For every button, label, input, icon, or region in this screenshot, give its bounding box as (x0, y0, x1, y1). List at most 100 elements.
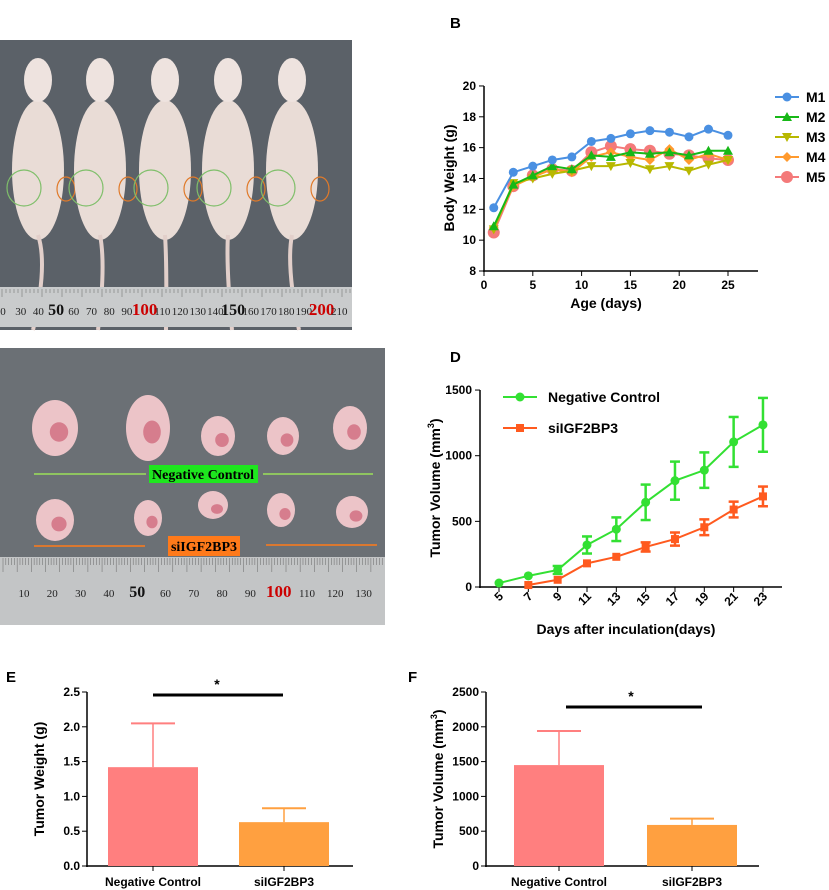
y-axis-label-text: Tumor Volume (mm (430, 719, 446, 848)
y-tick-label: 8 (469, 264, 476, 278)
si-label-box (168, 536, 240, 556)
legend-item-m5: M5 (775, 169, 826, 185)
y-tick-label: 2.0 (63, 720, 80, 734)
ruler-number: 150 (221, 302, 245, 319)
data-point (670, 535, 679, 544)
negative-control-label-box (149, 465, 258, 483)
data-point (553, 575, 562, 584)
panel-label-b: B (450, 15, 461, 32)
mouse-body (266, 100, 318, 240)
ruler-number: 70 (188, 588, 200, 600)
tumor-volume-bar-chart: 0 500 1000 1500 2000 2500 Negative Control siIG… (429, 685, 759, 889)
ruler-number: 100 (132, 300, 158, 319)
ruler-number: 110 (154, 306, 171, 318)
y-tick-label: 0 (465, 580, 472, 594)
tumor-hemorrhage (143, 420, 161, 444)
body-weight-chart: 8 10 12 14 16 18 20 0 5 10 15 20 25 Age (days) Body We… (441, 79, 826, 311)
tumor-circle-left (133, 169, 169, 207)
tumor-hemorrhage (280, 433, 294, 447)
y-tick-label: 0 (472, 859, 479, 873)
data-point (703, 160, 714, 170)
data-point (606, 133, 616, 143)
mouse-body (12, 100, 64, 240)
series-m1 (489, 124, 733, 213)
ruler-number: 90 (245, 588, 257, 600)
data-point (586, 136, 596, 146)
legend-item: Negative Control (503, 389, 660, 405)
data-point (605, 162, 616, 172)
ruler-number: 60 (68, 306, 80, 318)
ruler-number: 30 (15, 306, 27, 318)
data-point (527, 170, 538, 180)
tumor-photo: Negative Control siIGF2BP3 10 20 30 40 50 60 7… (0, 348, 385, 625)
ruler-number: 90 (121, 306, 133, 318)
data-point (605, 151, 616, 161)
legend-marker (782, 133, 792, 142)
ruler-number: 40 (103, 588, 115, 600)
bar-siigf2bp3 (647, 824, 737, 866)
x-axis-label: Days after inculation(days) (537, 621, 716, 637)
data-point (703, 145, 714, 155)
ruler-number: 50 (129, 584, 145, 601)
tumor-hemorrhage (211, 504, 223, 514)
data-point (625, 129, 635, 139)
y-axis-label-end: ) (427, 418, 443, 423)
mouse-body (139, 100, 191, 240)
y-axis-label-superscript: 3 (426, 423, 436, 428)
legend-label: M4 (806, 149, 826, 165)
ruler-number: 140 (207, 306, 224, 318)
data-point (700, 523, 709, 532)
x-tick-label: 15 (633, 589, 653, 609)
series-siigf2bp3 (524, 485, 768, 590)
legend-label: Negative Control (548, 389, 660, 405)
data-point (586, 162, 597, 172)
ruler-number: 30 (75, 588, 87, 600)
y-axis-label: Body Weight (g) (441, 124, 457, 231)
y-tick-label: 500 (459, 824, 479, 838)
tumor-circle-left (196, 169, 232, 207)
legend-label: M1 (806, 89, 826, 105)
data-point (699, 465, 709, 475)
legend-item-m3: M3 (775, 129, 826, 145)
y-tick-label: 500 (452, 514, 472, 528)
data-point (641, 542, 650, 551)
ruler-number: 50 (48, 302, 64, 319)
ruler-number: 170 (260, 306, 277, 318)
x-tick-label: 11 (575, 589, 594, 608)
tumor-circle-right (246, 176, 266, 202)
ruler-number: 80 (217, 588, 229, 600)
y-tick-label: 0.0 (63, 859, 80, 873)
y-axis-label: Tumor Weight (g) (31, 722, 47, 837)
x-tick-label: 21 (721, 589, 741, 609)
data-point (758, 420, 768, 430)
data-point (645, 126, 655, 136)
tumor-hemorrhage (215, 433, 229, 447)
data-point (723, 155, 733, 165)
x-tick-label: Negative Control (511, 875, 607, 889)
panel-label-d: D (450, 349, 461, 366)
tumor-circle-right (118, 176, 138, 202)
y-axis-label: Tumor Volume (mm3) (429, 709, 446, 848)
y-axis-label-text: Tumor Weight (g) (31, 722, 47, 837)
ruler-number: 110 (299, 588, 316, 600)
legend-label: siIGF2BP3 (548, 420, 618, 436)
mouse-body (74, 100, 126, 240)
x-tick-label: 19 (692, 589, 712, 609)
data-point (604, 140, 617, 153)
data-point (684, 132, 694, 142)
tumor-circle-left (6, 169, 42, 207)
y-axis-label: Tumor Volume (mm3) (426, 418, 443, 557)
tumor-circle-left (68, 169, 104, 207)
ruler-number: 60 (160, 588, 172, 600)
ruler-number: 10 (19, 588, 31, 600)
ruler-number: 190 (296, 306, 313, 318)
significance-star: * (214, 676, 220, 692)
data-point (586, 150, 597, 160)
ruler-number: 120 (327, 588, 344, 600)
legend-item: siIGF2BP3 (503, 420, 618, 436)
legend-marker (782, 92, 792, 102)
x-tick-label: 15 (624, 278, 638, 292)
data-point (547, 169, 558, 179)
data-point (612, 552, 621, 561)
